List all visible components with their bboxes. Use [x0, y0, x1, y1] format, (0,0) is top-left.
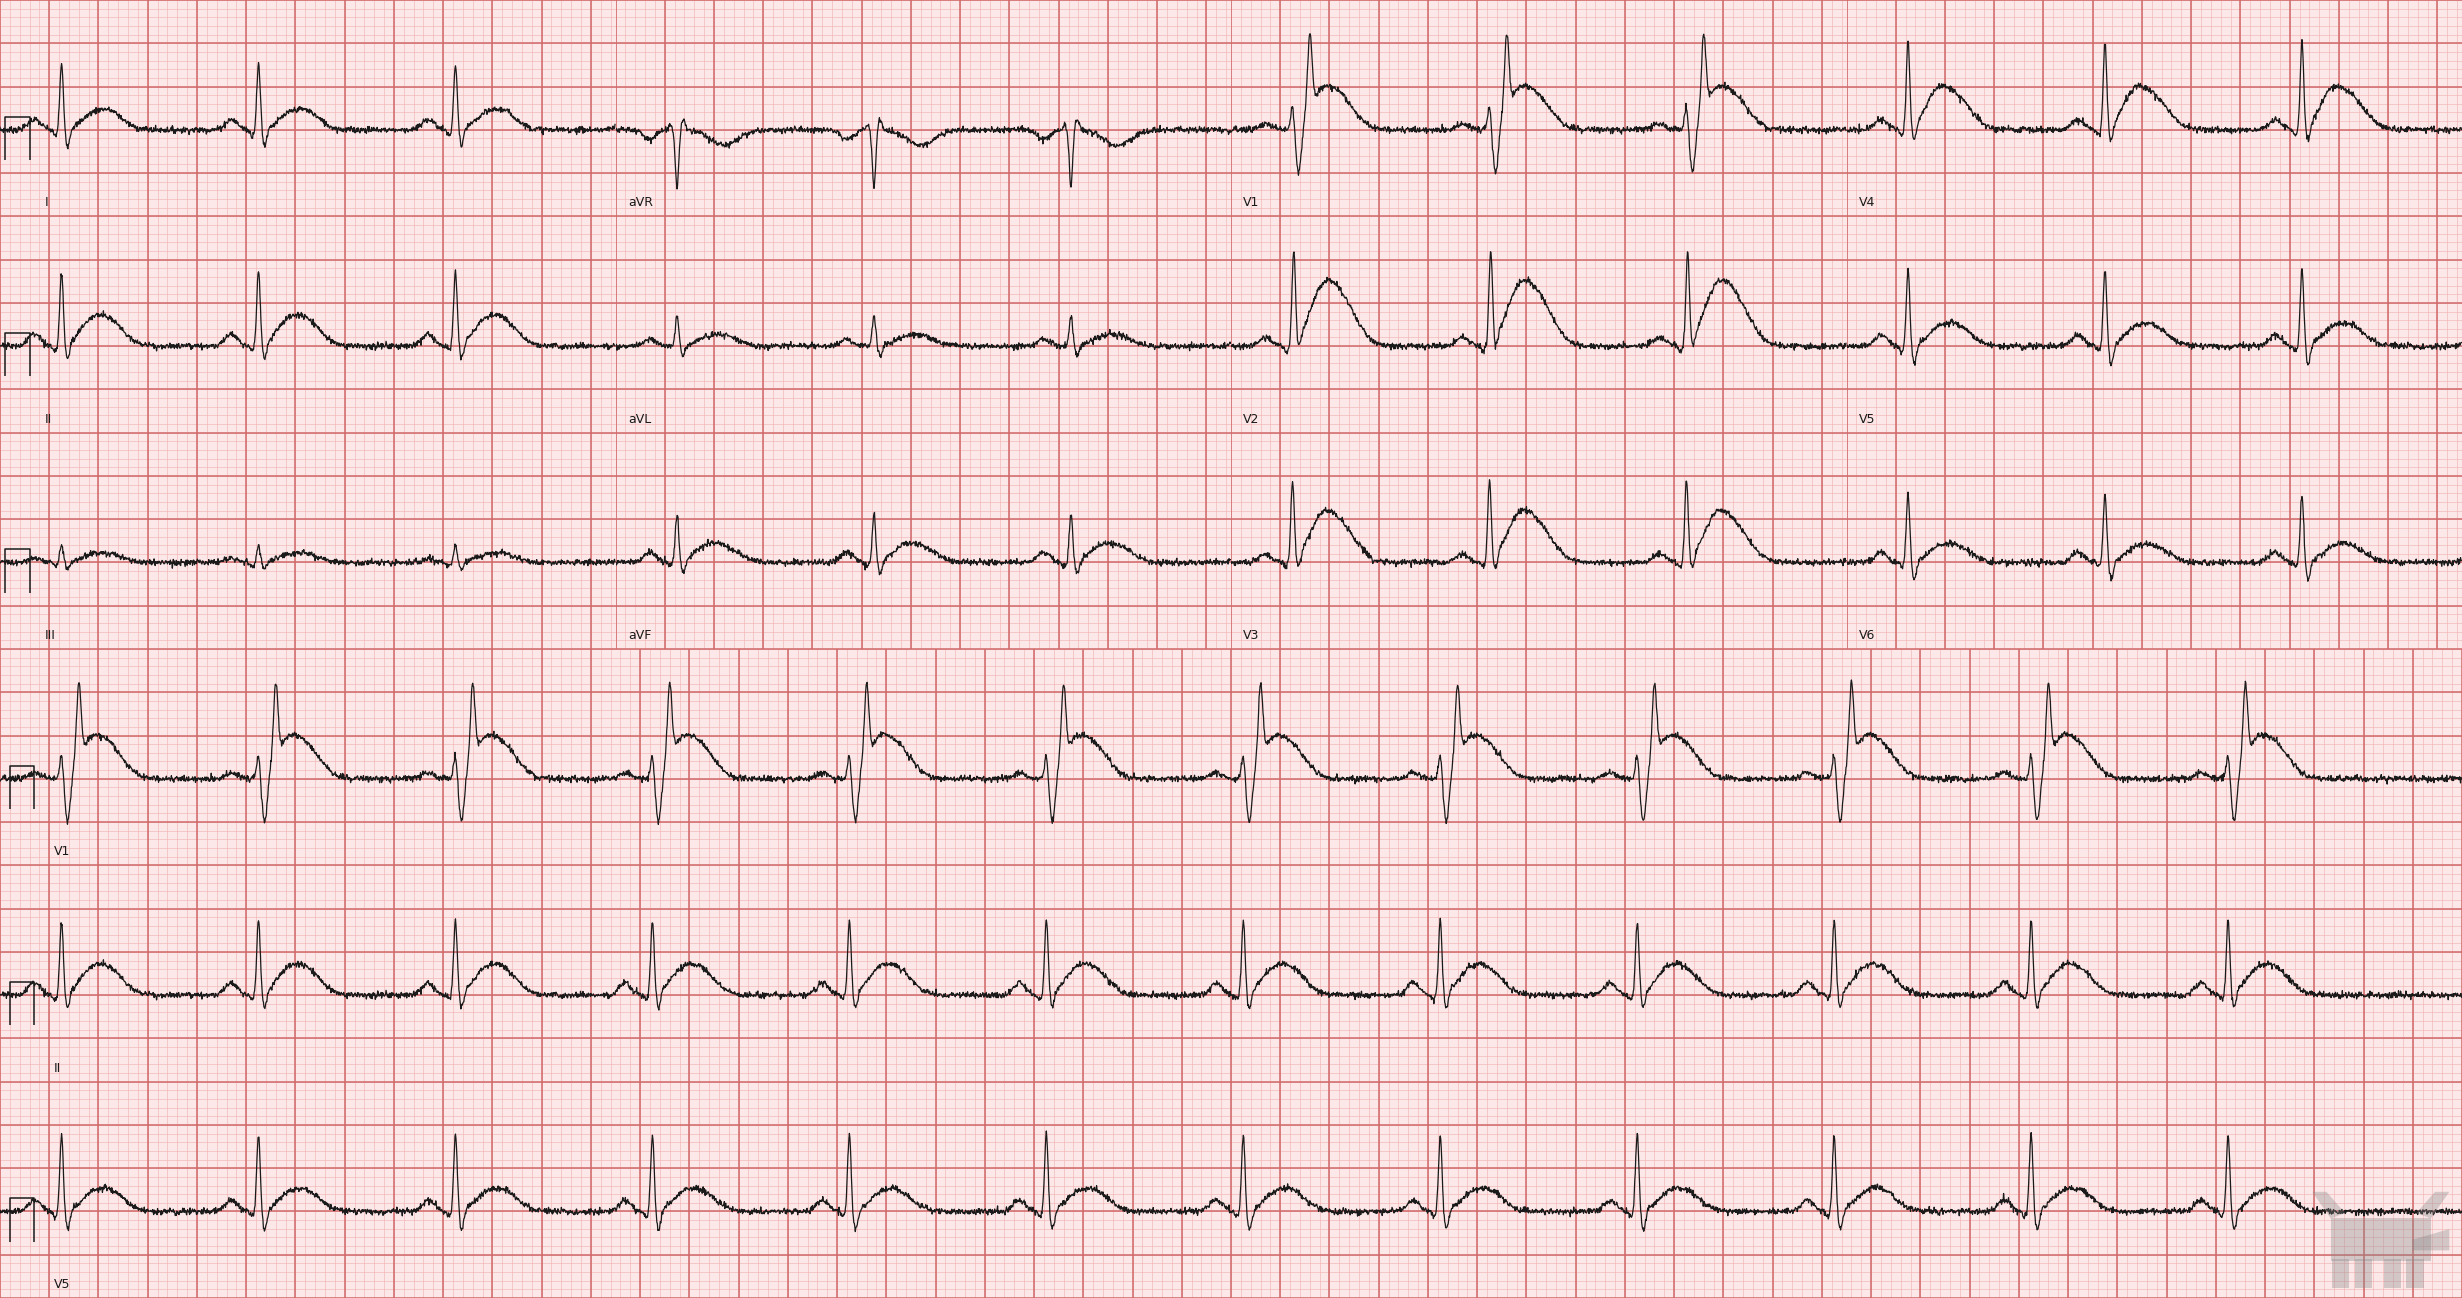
Text: V4: V4 [1859, 196, 1876, 209]
Text: V5: V5 [1859, 413, 1876, 426]
Text: V2: V2 [1243, 413, 1261, 426]
Text: V1: V1 [1243, 196, 1261, 209]
Polygon shape [2332, 1259, 2349, 1288]
Text: aVF: aVF [628, 630, 650, 643]
Text: I: I [44, 196, 47, 209]
Text: III: III [44, 630, 54, 643]
Polygon shape [2413, 1229, 2450, 1250]
Text: II: II [54, 1062, 62, 1075]
Polygon shape [2415, 1192, 2450, 1219]
Polygon shape [2383, 1259, 2400, 1288]
Polygon shape [2312, 1192, 2344, 1219]
Text: aVR: aVR [628, 196, 652, 209]
Text: aVL: aVL [628, 413, 650, 426]
Polygon shape [2356, 1259, 2373, 1288]
Text: V1: V1 [54, 845, 71, 858]
Polygon shape [2405, 1259, 2423, 1288]
Polygon shape [2332, 1219, 2430, 1262]
Text: V3: V3 [1243, 630, 1261, 643]
Text: V5: V5 [54, 1279, 71, 1292]
Text: II: II [44, 413, 52, 426]
Text: V6: V6 [1859, 630, 1876, 643]
